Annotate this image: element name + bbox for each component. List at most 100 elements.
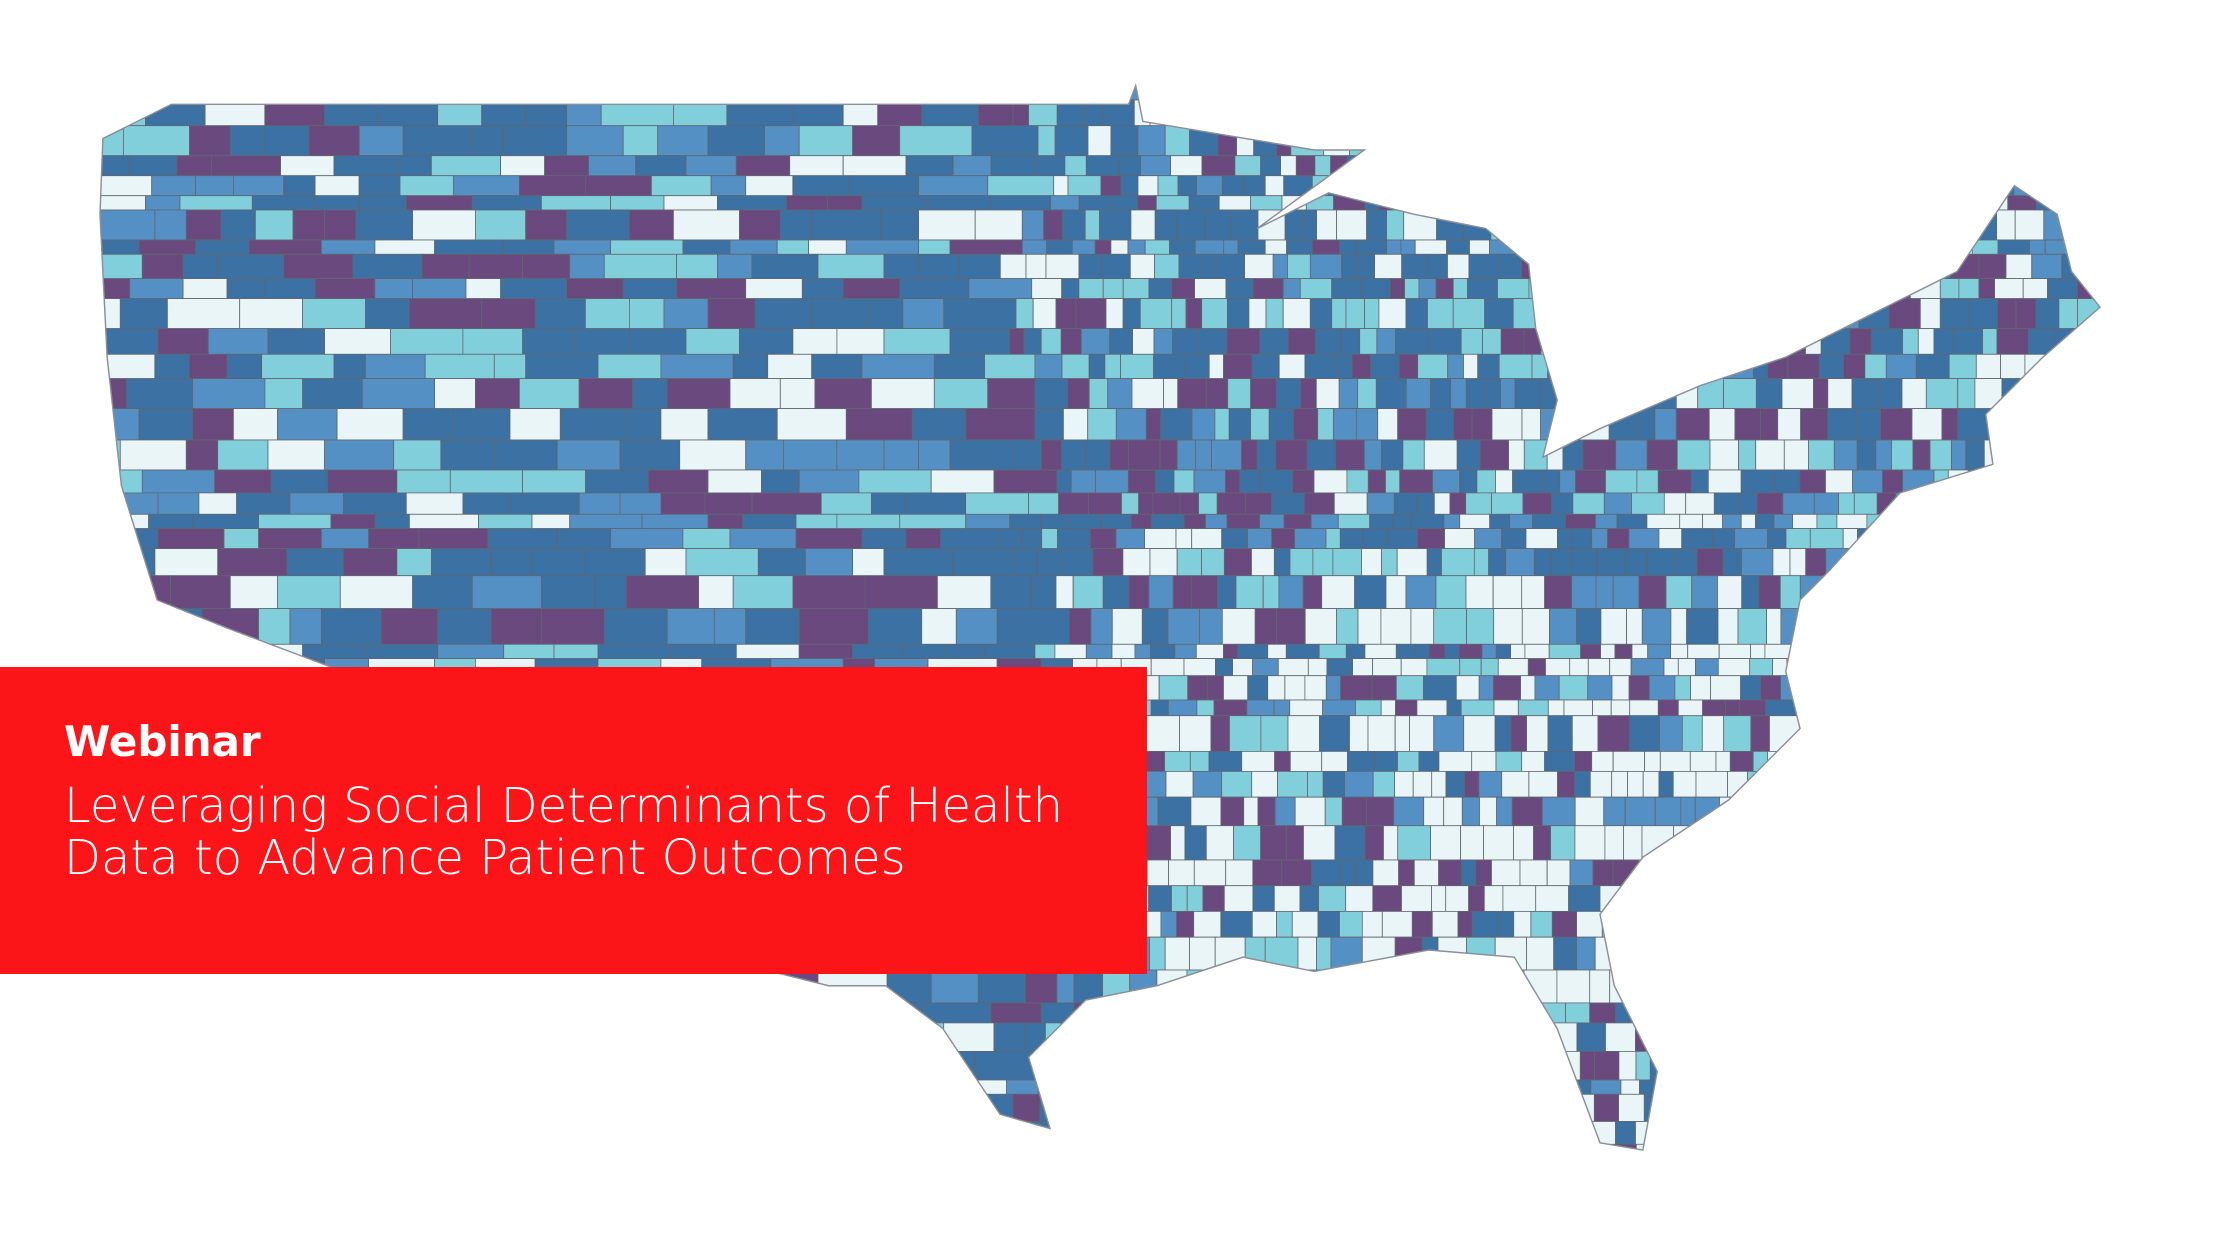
county — [1223, 353, 1253, 379]
county — [566, 1143, 599, 1151]
county — [1153, 328, 1174, 355]
county — [1844, 911, 1876, 938]
county — [1274, 796, 1296, 827]
county — [1120, 353, 1154, 379]
county — [670, 1162, 708, 1192]
county — [698, 1143, 737, 1151]
county — [1483, 825, 1514, 861]
county — [1874, 675, 1894, 701]
county — [86, 1162, 130, 1192]
county — [1676, 439, 1711, 471]
county — [905, 1051, 976, 1081]
county — [1845, 699, 1879, 717]
county — [1407, 155, 1441, 177]
county — [1778, 885, 1805, 912]
county — [1546, 439, 1564, 471]
county — [100, 1143, 118, 1151]
county — [629, 209, 674, 241]
county — [742, 513, 797, 529]
county — [1441, 195, 1462, 211]
county — [2022, 278, 2048, 300]
county — [1816, 99, 1838, 127]
county — [1138, 492, 1154, 515]
county — [1023, 1121, 1058, 1145]
county — [1997, 298, 2017, 330]
county — [1927, 528, 1960, 549]
county — [1467, 278, 1498, 300]
county — [1064, 155, 1087, 177]
county — [1979, 125, 2002, 157]
county — [1385, 469, 1401, 494]
county — [713, 608, 747, 645]
county — [1478, 771, 1503, 798]
county — [251, 1143, 291, 1151]
county — [1127, 239, 1146, 255]
county — [302, 643, 366, 659]
county — [1670, 608, 1688, 645]
county — [2013, 699, 2036, 717]
county — [1516, 1022, 1534, 1052]
county — [2093, 885, 2101, 912]
county — [1615, 353, 1650, 379]
county — [1128, 439, 1161, 471]
county — [1874, 239, 1907, 255]
county — [1734, 408, 1762, 441]
title-line: Leveraging Social Determinants of Health — [64, 778, 1063, 834]
county — [1761, 885, 1780, 912]
county — [764, 125, 800, 157]
county — [1307, 771, 1324, 798]
county — [333, 155, 401, 177]
county — [1571, 548, 1598, 577]
county — [1447, 253, 1470, 280]
county — [1866, 513, 1898, 529]
county — [1325, 675, 1342, 701]
county — [1950, 969, 1985, 1004]
county — [610, 1093, 662, 1122]
county — [474, 378, 520, 410]
county — [2004, 528, 2038, 549]
county — [1289, 699, 1323, 717]
county — [1587, 675, 1613, 701]
county — [1357, 1022, 1379, 1052]
county — [377, 1051, 417, 1081]
county — [1519, 175, 1553, 197]
county — [1848, 751, 1867, 772]
county — [1338, 378, 1359, 410]
county — [1836, 99, 1864, 127]
county — [320, 528, 369, 549]
county — [1262, 575, 1280, 610]
county — [1313, 469, 1348, 494]
county — [1282, 278, 1301, 300]
county — [930, 469, 995, 494]
county — [1605, 99, 1621, 127]
county — [1544, 125, 1563, 157]
county — [500, 278, 568, 300]
county — [1015, 298, 1034, 330]
county — [1339, 528, 1364, 549]
county — [1495, 1051, 1524, 1081]
county — [1854, 278, 1881, 300]
county — [258, 513, 332, 529]
county — [2050, 195, 2082, 211]
county — [1471, 1162, 1504, 1192]
county — [1683, 175, 1713, 197]
county — [1061, 209, 1086, 241]
county — [1910, 1079, 1943, 1095]
county — [1420, 1143, 1436, 1151]
county — [1761, 298, 1785, 330]
county — [1494, 936, 1527, 971]
county — [1711, 175, 1733, 197]
county — [1156, 1162, 1177, 1192]
county — [2042, 751, 2067, 772]
county — [1205, 378, 1229, 410]
county — [1518, 195, 1534, 211]
county — [1432, 469, 1461, 494]
county — [1495, 643, 1512, 659]
county — [1602, 298, 1631, 330]
county — [1372, 859, 1400, 887]
county — [1904, 125, 1922, 157]
county — [154, 353, 190, 379]
county — [1409, 125, 1438, 157]
county — [905, 155, 954, 177]
county — [1696, 548, 1724, 577]
